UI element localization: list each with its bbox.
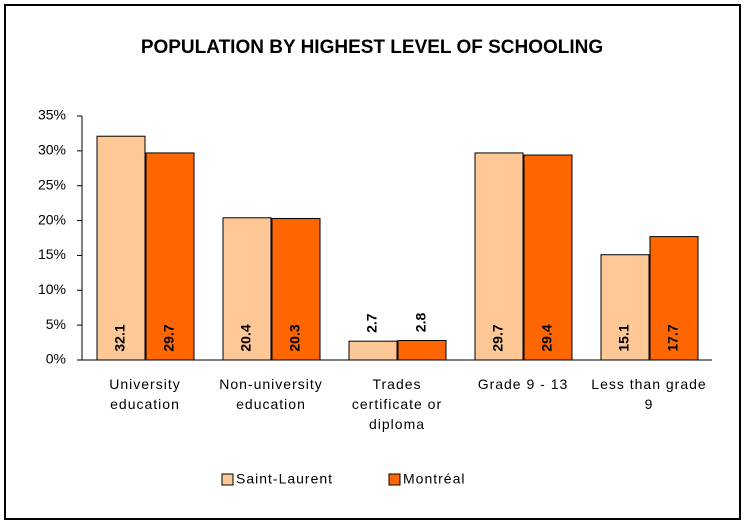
- value-label: 29.7: [490, 324, 506, 351]
- value-label: 20.3: [287, 324, 303, 351]
- page: POPULATION BY HIGHEST LEVEL OF SCHOOLING…: [0, 0, 746, 526]
- value-label: 20.4: [238, 324, 254, 351]
- x-tick-label: Trades certificate or diploma: [339, 374, 455, 434]
- chart-title: POPULATION BY HIGHEST LEVEL OF SCHOOLING: [141, 37, 603, 58]
- legend-swatch: [389, 474, 400, 485]
- y-tick-label: 5%: [46, 316, 66, 332]
- x-tick-label: Non-university education: [213, 374, 329, 414]
- legend-label: Montréal: [403, 471, 465, 487]
- y-tick-label: 10%: [38, 281, 66, 297]
- x-tick-label: University education: [87, 374, 203, 414]
- y-tick-label: 15%: [38, 246, 66, 262]
- legend-label: Saint-Laurent: [236, 471, 333, 487]
- y-tick-label: 25%: [38, 176, 66, 192]
- legend-swatch: [222, 474, 233, 485]
- value-label: 32.1: [112, 324, 128, 351]
- value-label: 17.7: [665, 324, 681, 351]
- value-label: 29.7: [161, 324, 177, 351]
- bar: [398, 340, 446, 360]
- y-tick-label: 30%: [38, 142, 66, 158]
- value-label: 15.1: [616, 324, 632, 351]
- bar: [349, 341, 397, 360]
- y-tick-label: 20%: [38, 211, 66, 227]
- x-tick-label: Less than grade 9: [591, 374, 707, 414]
- y-tick-label: 0%: [46, 351, 66, 367]
- chart: POPULATION BY HIGHEST LEVEL OF SCHOOLING…: [0, 0, 746, 526]
- value-label: 2.7: [364, 313, 380, 333]
- y-tick-label: 35%: [38, 107, 66, 123]
- value-label: 29.4: [539, 324, 555, 351]
- x-tick-label: Grade 9 - 13: [465, 374, 581, 394]
- value-label: 2.8: [413, 313, 429, 333]
